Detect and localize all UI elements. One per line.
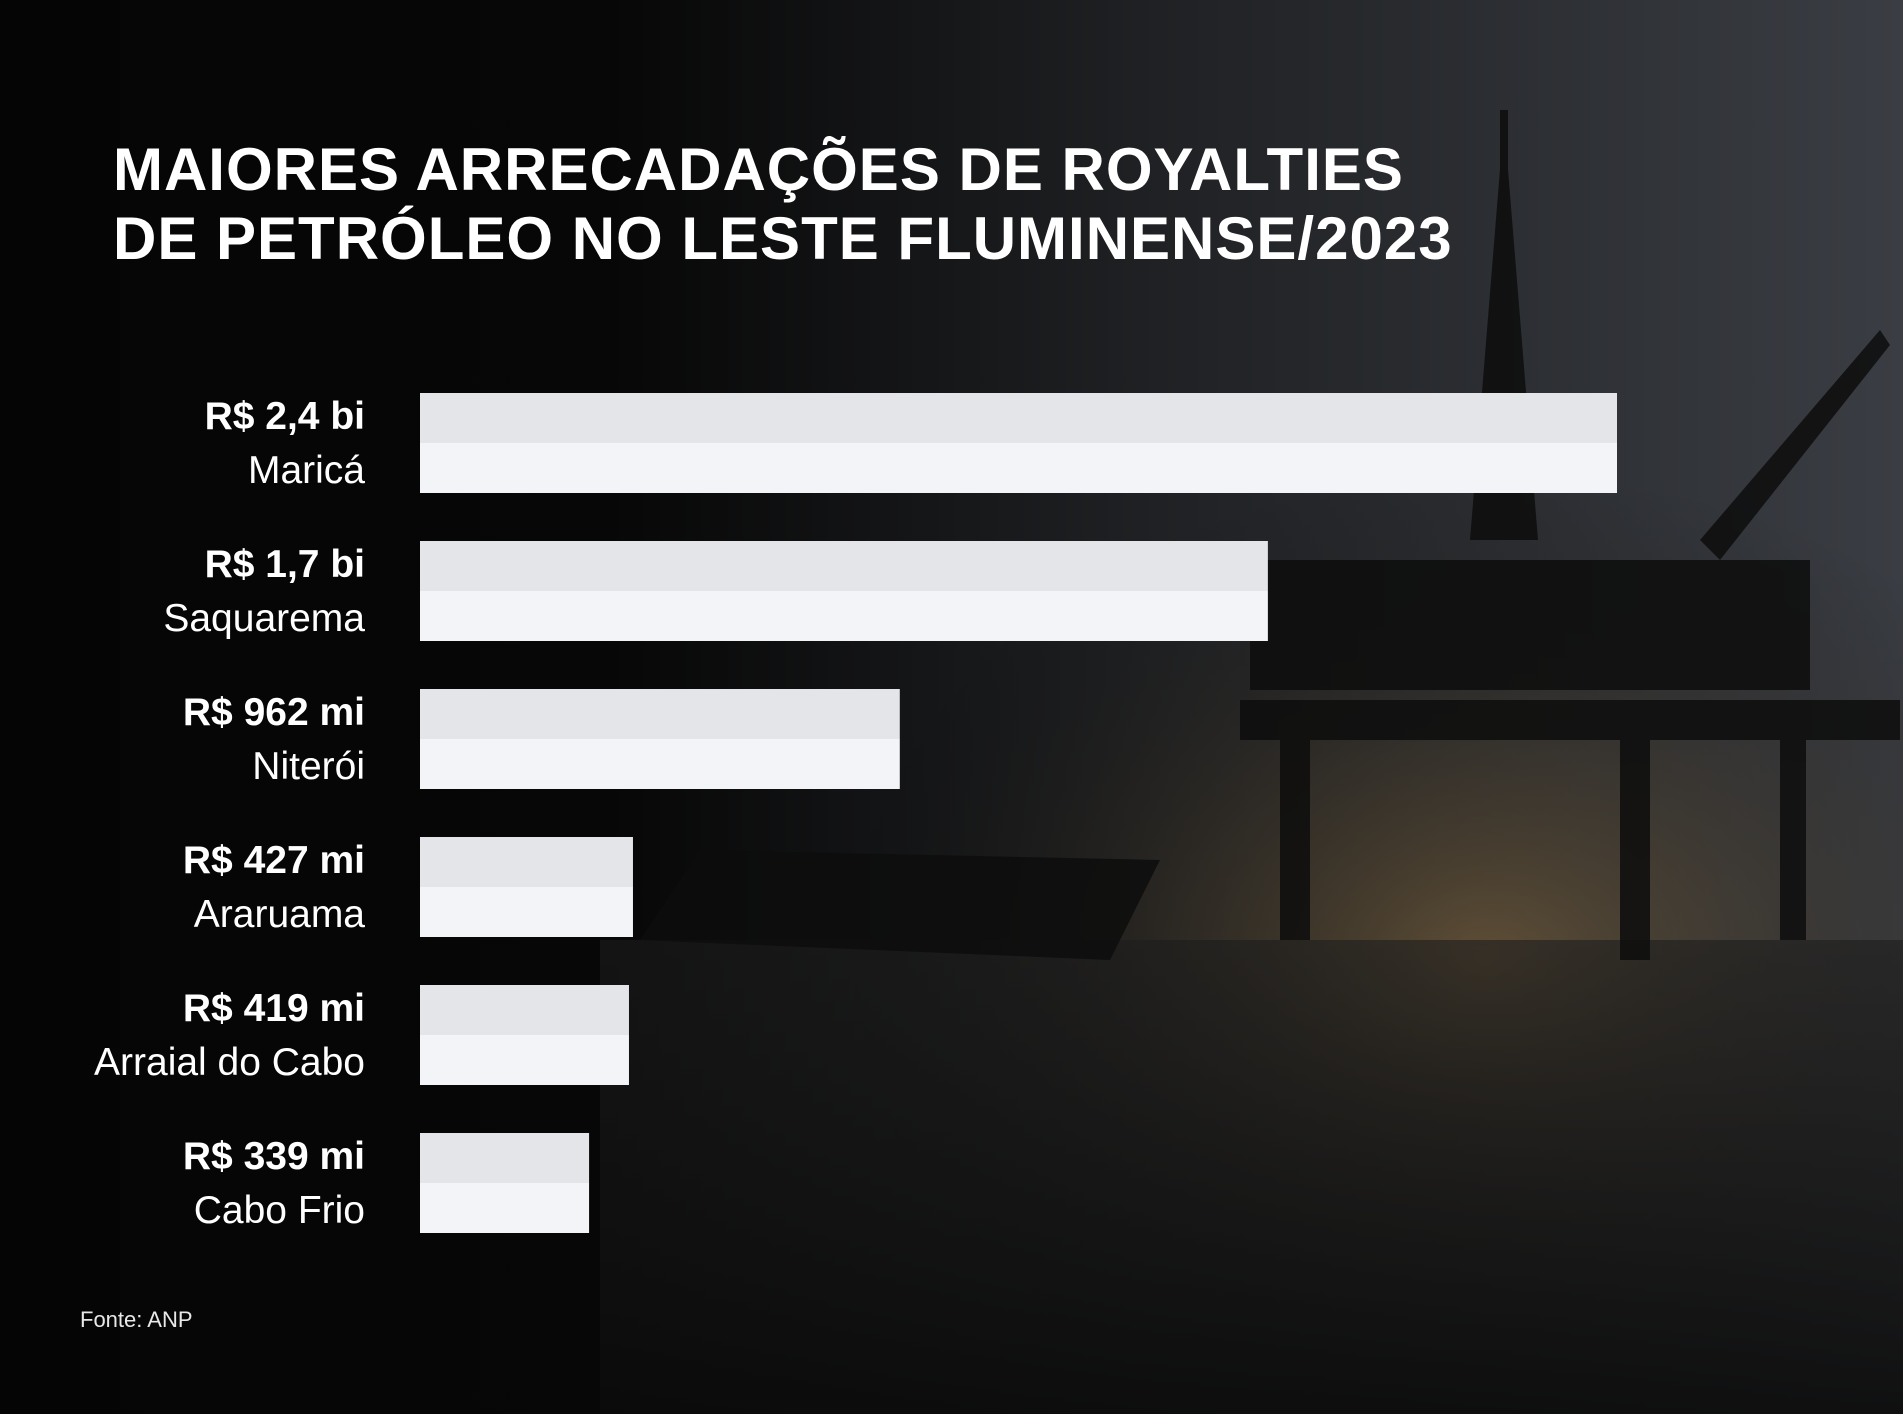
bar-group: R$ 962 mi Niterói: [183, 689, 900, 789]
bar-lower-band: [420, 591, 1268, 641]
bar-group: R$ 2,4 bi Maricá: [205, 393, 1617, 493]
source-note: Fonte: ANP: [80, 1307, 193, 1332]
value-label: R$ 339 mi: [183, 1135, 365, 1178]
bar-group: R$ 419 mi Arraial do Cabo: [94, 985, 629, 1085]
bar-lower-band: [420, 443, 1617, 493]
value-label: R$ 962 mi: [183, 691, 365, 734]
value-label: R$ 427 mi: [183, 839, 365, 882]
category-label: Cabo Frio: [194, 1189, 365, 1232]
bar: [420, 1133, 590, 1183]
bar: [420, 393, 1617, 443]
bar-lower-band: [420, 739, 900, 789]
bar-group: R$ 1,7 bi Saquarema: [163, 541, 1268, 641]
category-label: Araruama: [194, 893, 366, 936]
category-label: Arraial do Cabo: [94, 1041, 365, 1084]
bar-group: R$ 427 mi Araruama: [183, 837, 633, 937]
bar: [420, 689, 900, 739]
chart-title-line-2: DE PETRÓLEO NO LESTE FLUMINENSE/2023: [113, 205, 1453, 272]
bar-lower-band: [420, 1183, 590, 1233]
bar-group: R$ 339 mi Cabo Frio: [183, 1133, 590, 1233]
value-label: R$ 419 mi: [183, 987, 365, 1030]
chart-title: MAIORES ARRECADAÇÕES DE ROYALTIES DE PET…: [113, 135, 1453, 273]
bar: [420, 985, 629, 1035]
chart-title-line-1: MAIORES ARRECADAÇÕES DE ROYALTIES: [113, 136, 1404, 203]
value-label: R$ 1,7 bi: [205, 543, 365, 586]
value-label: R$ 2,4 bi: [205, 395, 365, 438]
category-label: Saquarema: [163, 597, 365, 640]
bar: [420, 541, 1268, 591]
bar-lower-band: [420, 887, 633, 937]
category-label: Niterói: [252, 745, 365, 788]
category-label: Maricá: [248, 449, 365, 492]
bar-lower-band: [420, 1035, 629, 1085]
bar: [420, 837, 633, 887]
